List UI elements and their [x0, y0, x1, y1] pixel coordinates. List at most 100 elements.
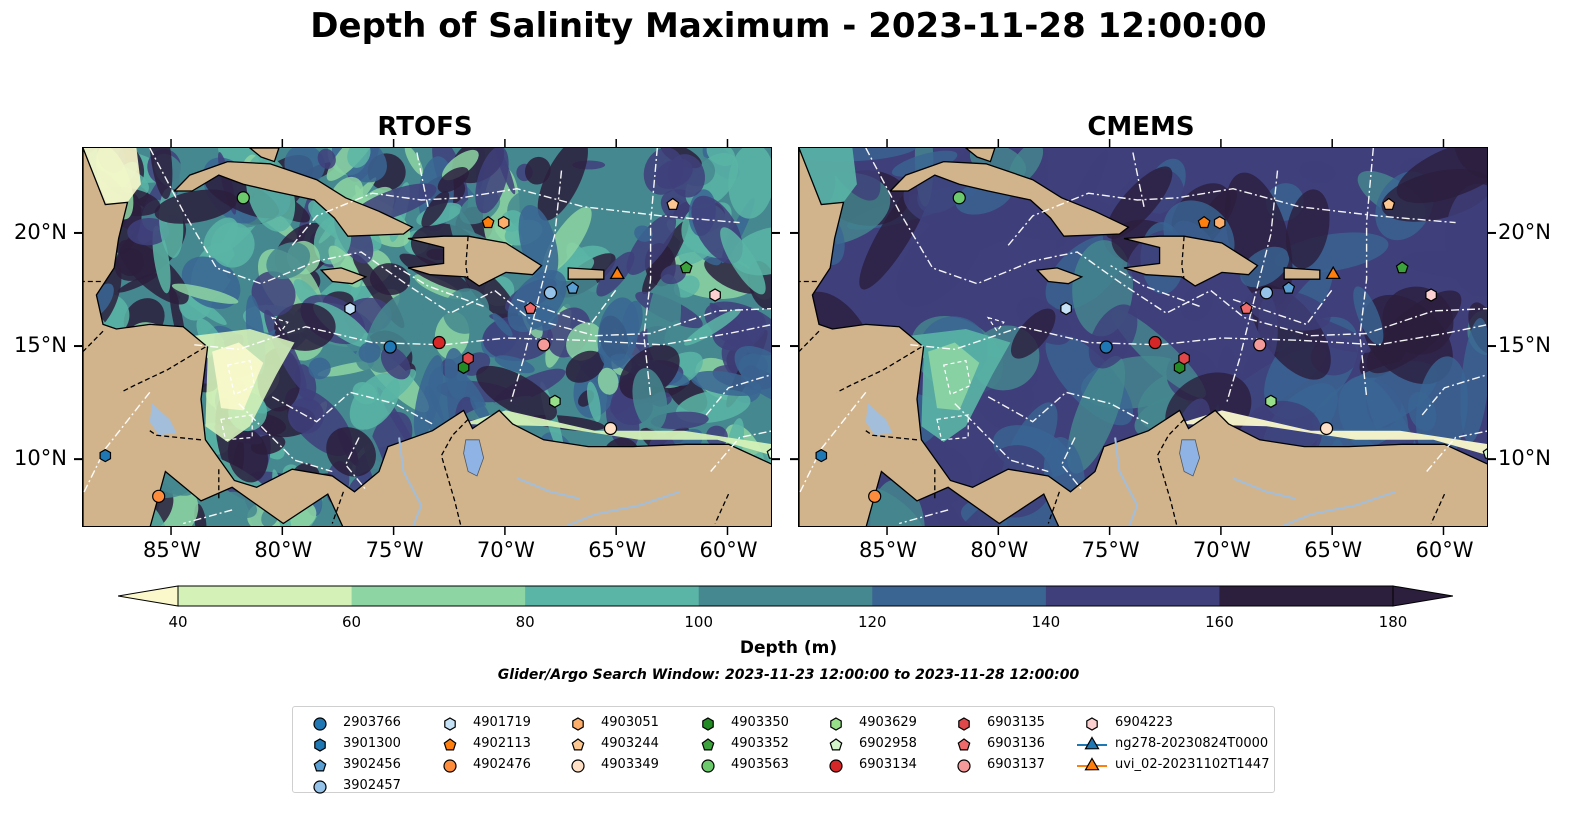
legend-item: 4903563	[691, 754, 789, 775]
legend-label: 4903051	[601, 715, 659, 730]
legend-pentagon-icon	[701, 737, 715, 750]
legend-label: 2903766	[343, 715, 401, 730]
legend-column: 4901719 4902113 4902476	[433, 712, 531, 775]
legend-marker	[701, 737, 715, 750]
legend-item: uvi_02-20231102T1447	[1075, 754, 1269, 775]
legend-item: 6904223	[1075, 712, 1269, 733]
argo-marker	[868, 489, 882, 503]
legend-item: 4903244	[561, 733, 659, 754]
map-title-rtofs: RTOFS	[377, 112, 473, 142]
argo-marker	[99, 448, 112, 463]
legend-label: 4903629	[859, 715, 917, 730]
legend-circle-icon	[701, 758, 715, 773]
map-panel-cmems[interactable]	[798, 147, 1488, 527]
argo-marker	[344, 301, 356, 316]
legend-label: 4901719	[473, 715, 531, 730]
legend-label: 6903137	[987, 757, 1045, 772]
legend-item: 6903135	[947, 712, 1045, 733]
argo-marker	[152, 489, 166, 503]
legend-circle-icon	[571, 758, 585, 773]
argo-marker	[432, 335, 446, 350]
glider-marker	[1325, 266, 1341, 279]
legend-column: 2903766 3901300 3902456 3902457	[303, 712, 401, 796]
legend-column: 6903135 6903136 6903137	[947, 712, 1045, 775]
legend-column: 4903051 4903244 4903349	[561, 712, 659, 775]
legend-hexagon-icon	[702, 716, 714, 731]
argo-marker	[679, 261, 693, 274]
legend-marker	[313, 779, 327, 794]
legend-item: ng278-20230824T0000	[1075, 733, 1269, 754]
legend-marker	[702, 716, 714, 731]
legend-pentagon-icon	[829, 737, 843, 750]
lon-tick-label: 70°W	[476, 538, 535, 562]
figure-title: Depth of Salinity Maximum - 2023-11-28 1…	[310, 6, 1267, 46]
argo-marker	[1060, 301, 1072, 316]
legend-circle-icon	[313, 716, 327, 731]
legend-item: 4901719	[433, 712, 531, 733]
argo-marker	[1259, 286, 1274, 300]
legend-marker	[1084, 756, 1100, 770]
land	[83, 148, 771, 526]
legend-label: 4902476	[473, 757, 531, 772]
legend-marker	[571, 737, 585, 750]
argo-marker	[1282, 281, 1296, 294]
lat-tick-label-left: 15°N	[14, 333, 67, 358]
legend-item: 4903350	[691, 712, 789, 733]
argo-marker	[383, 340, 397, 354]
colorbar-segment	[1045, 586, 1220, 606]
argo-marker	[1253, 338, 1267, 352]
legend-marker	[829, 737, 843, 750]
lon-tick-label: 70°W	[1192, 538, 1251, 562]
legend-item: 3902457	[303, 775, 401, 796]
legend-hexagon-icon	[572, 716, 584, 731]
legend-circle-icon	[829, 758, 843, 773]
legend-marker	[830, 716, 842, 731]
legend-marker	[443, 758, 457, 773]
legend-column: 4903350 4903352 4903563	[691, 712, 789, 775]
legend-column: 6904223 ng278-20230824T0000 uvi_02-2023110…	[1075, 712, 1269, 775]
argo-marker	[497, 215, 510, 230]
argo-marker	[523, 301, 537, 314]
argo-marker	[1425, 288, 1437, 302]
legend: 2903766 3901300 3902456 3902457 4901719 49021…	[292, 706, 1275, 796]
legend-item: 6903134	[819, 754, 917, 775]
argo-marker	[1239, 301, 1253, 314]
colorbar-segment	[698, 586, 873, 606]
argo-marker	[952, 191, 966, 205]
legend-label: 3901300	[343, 736, 401, 751]
colorbar-segment	[351, 586, 526, 606]
legend-pentagon-icon	[313, 758, 327, 771]
legend-marker	[829, 758, 843, 773]
legend-marker	[571, 758, 585, 773]
lon-tick-label: 80°W	[254, 538, 313, 562]
lon-tick-label: 75°W	[1081, 538, 1140, 562]
lake-maracaibo	[463, 439, 485, 477]
colorbar-segment	[1219, 586, 1394, 606]
colorbar-tick-label: 160	[1205, 613, 1234, 631]
colorbar-tick-label: 100	[684, 613, 714, 631]
colorbar-tick-label: 180	[1378, 613, 1408, 631]
legend-label: 6903136	[987, 736, 1045, 751]
legend-label: 6904223	[1115, 715, 1173, 730]
lon-tick-label: 80°W	[970, 538, 1029, 562]
lat-tick-label-left: 20°N	[14, 219, 67, 244]
colorbar	[118, 585, 1453, 607]
colorbar-extend-under	[118, 585, 179, 607]
legend-pentagon-icon	[443, 737, 457, 750]
legend-marker	[1086, 716, 1098, 731]
legend-pentagon-icon	[957, 737, 971, 750]
argo-marker	[566, 281, 580, 294]
legend-label: 4902113	[473, 736, 531, 751]
legend-item: 2903766	[303, 712, 401, 733]
legend-marker	[701, 758, 715, 773]
legend-marker	[957, 737, 971, 750]
argo-marker	[1213, 215, 1226, 230]
legend-label: 6903135	[987, 715, 1045, 730]
map-svg	[799, 148, 1487, 526]
colorbar-label: Depth (m)	[739, 638, 838, 658]
legend-label: 6902958	[859, 736, 917, 751]
argo-marker	[236, 191, 250, 205]
argo-marker	[666, 197, 680, 211]
land	[799, 148, 1487, 526]
map-panel-rtofs[interactable]	[82, 147, 772, 527]
